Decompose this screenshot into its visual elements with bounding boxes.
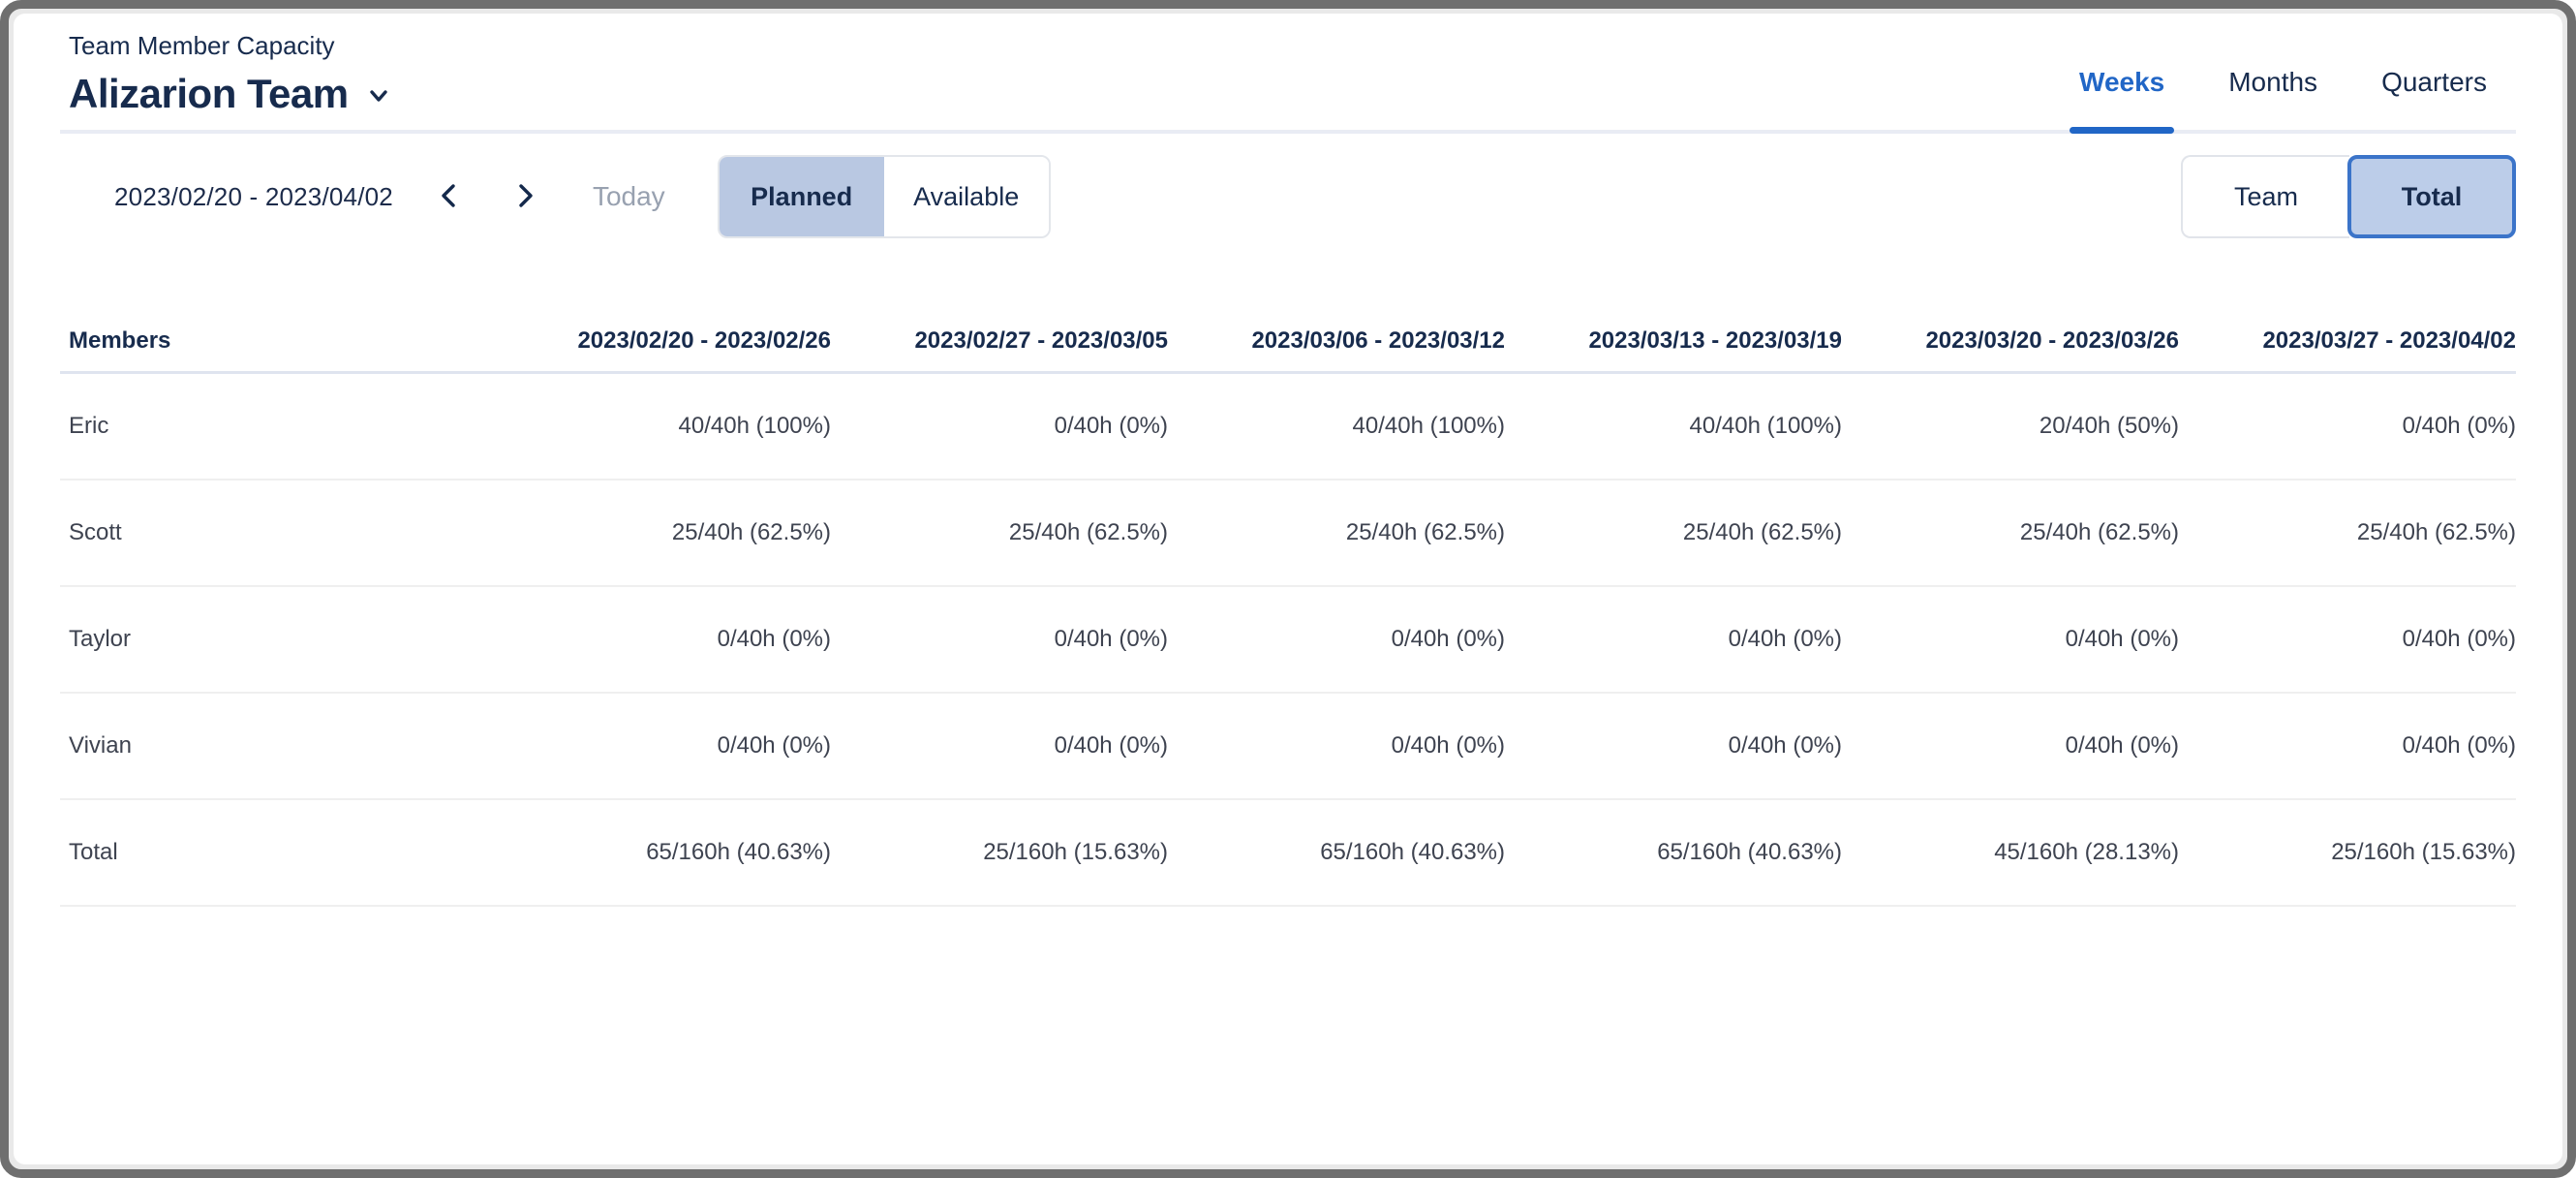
table-row: Vivian 0/40h (0%) 0/40h (0%) 0/40h (0%) 0/40…: [60, 694, 2516, 800]
capacity-cell: 0/40h (0%): [717, 626, 831, 652]
capacity-cell: 0/40h (0%): [1391, 732, 1505, 759]
column-header: 2023/02/27 - 2023/03/05: [914, 326, 1168, 354]
mode-toggle: Planned Available: [717, 155, 1051, 238]
capacity-cell: 25/40h (62.5%): [1008, 519, 1168, 545]
table-header-row: Members 2023/02/20 - 2023/02/26 2023/02/27…: [60, 310, 2516, 374]
tab-months[interactable]: Months: [2228, 67, 2318, 97]
capacity-cell: 65/160h (40.63%): [646, 839, 831, 865]
capacity-cell: 25/40h (62.5%): [2356, 519, 2516, 545]
prev-period-button[interactable]: [422, 170, 476, 224]
member-name: Taylor: [69, 626, 132, 652]
capacity-cell: 0/40h (0%): [2065, 626, 2179, 652]
capacity-table: Members 2023/02/20 - 2023/02/26 2023/02/27…: [60, 310, 2516, 907]
period-nav: [422, 170, 552, 224]
capacity-cell: 0/40h (0%): [2065, 732, 2179, 759]
member-name: Total: [69, 839, 118, 865]
today-button[interactable]: Today: [585, 181, 673, 212]
capacity-cell: 0/40h (0%): [2402, 626, 2516, 652]
capacity-cell: 0/40h (0%): [1728, 732, 1842, 759]
capacity-cell: 65/160h (40.63%): [1320, 839, 1505, 865]
table-row: Scott 25/40h (62.5%) 25/40h (62.5%) 25/40h …: [60, 480, 2516, 587]
member-name: Scott: [69, 519, 122, 545]
toolbar: 2023/02/20 - 2023/04/02: [60, 134, 2516, 260]
capacity-cell: 25/160h (15.63%): [2331, 839, 2516, 865]
capacity-cell: 40/40h (100%): [1689, 413, 1842, 439]
capacity-cell: 40/40h (100%): [678, 413, 831, 439]
chevron-right-icon: [512, 181, 537, 213]
capacity-cell: 0/40h (0%): [2402, 413, 2516, 439]
capacity-cell: 25/40h (62.5%): [1682, 519, 1842, 545]
column-header: 2023/03/20 - 2023/03/26: [1925, 326, 2179, 354]
title-block: Team Member Capacity Alizarion Team: [60, 14, 393, 130]
table-body: Eric 40/40h (100%) 0/40h (0%) 40/40h (100%)…: [60, 374, 2516, 907]
capacity-cell: 25/40h (62.5%): [2019, 519, 2179, 545]
capacity-cell: 25/40h (62.5%): [671, 519, 831, 545]
date-range-label: 2023/02/20 - 2023/04/02: [114, 181, 393, 211]
capacity-cell: 0/40h (0%): [717, 732, 831, 759]
column-header: Members: [69, 326, 171, 354]
capacity-cell: 0/40h (0%): [1728, 626, 1842, 652]
chevron-left-icon: [437, 181, 462, 213]
capacity-cell: 0/40h (0%): [2402, 732, 2516, 759]
capacity-cell: 0/40h (0%): [1391, 626, 1505, 652]
capacity-cell: 0/40h (0%): [1054, 413, 1168, 439]
column-header: 2023/03/27 - 2023/04/02: [2262, 326, 2516, 354]
capacity-app: Team Member Capacity Alizarion Team Week…: [14, 14, 2562, 1164]
team-selector-dropdown[interactable]: Alizarion Team: [69, 68, 393, 120]
capacity-cell: 45/160h (28.13%): [1994, 839, 2179, 865]
team-name: Alizarion Team: [69, 71, 349, 116]
tab-quarters[interactable]: Quarters: [2381, 67, 2487, 97]
available-button[interactable]: Available: [883, 157, 1049, 236]
scope-total-button[interactable]: Total: [2347, 155, 2516, 238]
app-header: Team Member Capacity Alizarion Team Week…: [60, 14, 2516, 134]
chevron-down-icon: [364, 81, 393, 115]
capacity-cell: 0/40h (0%): [1054, 732, 1168, 759]
table-row: Eric 40/40h (100%) 0/40h (0%) 40/40h (100%)…: [60, 374, 2516, 480]
toolbar-left: 2023/02/20 - 2023/04/02: [60, 155, 1051, 238]
column-header: 2023/03/06 - 2023/03/12: [1251, 326, 1505, 354]
column-header: 2023/03/13 - 2023/03/19: [1588, 326, 1842, 354]
capacity-cell: 0/40h (0%): [1054, 626, 1168, 652]
member-name: Vivian: [69, 732, 132, 759]
table-row: Taylor 0/40h (0%) 0/40h (0%) 0/40h (0%) 0/40…: [60, 587, 2516, 694]
table-row: Total 65/160h (40.63%) 25/160h (15.63%) 65/…: [60, 800, 2516, 907]
capacity-cell: 40/40h (100%): [1352, 413, 1505, 439]
view-tabs: Weeks Months Quarters: [2069, 14, 2516, 134]
planned-button[interactable]: Planned: [719, 157, 884, 236]
capacity-cell: 65/160h (40.63%): [1657, 839, 1842, 865]
scope-team-button[interactable]: Team: [2181, 155, 2349, 238]
tab-weeks[interactable]: Weeks: [2069, 35, 2175, 134]
capacity-cell: 25/160h (15.63%): [983, 839, 1168, 865]
capacity-cell: 20/40h (50%): [2039, 413, 2179, 439]
next-period-button[interactable]: [498, 170, 552, 224]
member-name: Eric: [69, 413, 109, 439]
page-subtitle: Team Member Capacity: [69, 31, 335, 60]
capacity-cell: 25/40h (62.5%): [1345, 519, 1505, 545]
column-header: 2023/02/20 - 2023/02/26: [577, 326, 831, 354]
scope-toggle: Team Total: [2181, 155, 2516, 238]
